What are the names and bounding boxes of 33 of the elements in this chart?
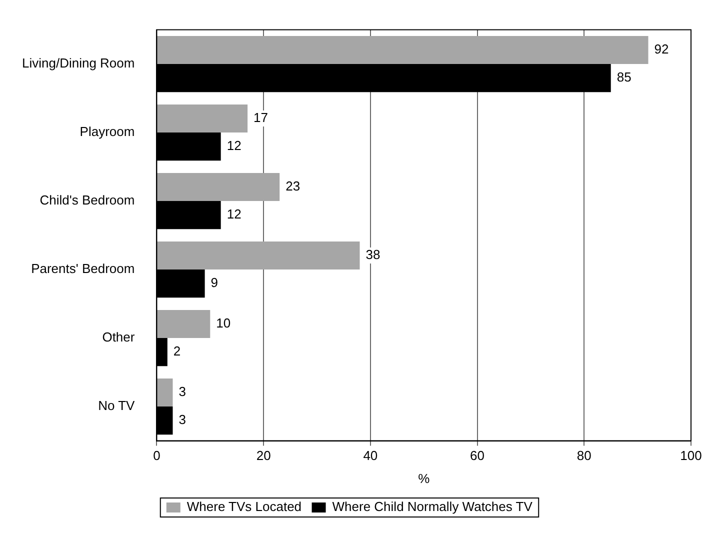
x-tick-label: 60 [470, 448, 485, 464]
y-tick-label: Living/Dining Room [22, 56, 135, 71]
bar [157, 378, 173, 407]
bar [157, 36, 648, 64]
x-axis-title: % [418, 470, 430, 486]
bar [157, 104, 248, 133]
legend-label: Where TVs Located [186, 499, 302, 514]
data-label: 3 [178, 412, 186, 428]
y-tick-label: Playroom [80, 124, 135, 140]
x-tick-label: 20 [256, 448, 271, 464]
data-label: 92 [654, 42, 669, 57]
x-tick-label: 100 [680, 448, 702, 464]
x-tick-label: 0 [153, 448, 160, 464]
y-tick-label: No TV [98, 398, 136, 414]
data-label: 12 [226, 206, 242, 222]
bar [157, 241, 360, 270]
data-label: 3 [178, 384, 186, 400]
bar [157, 172, 280, 202]
y-tick-label: Parents' Bedroom [31, 261, 135, 276]
x-tick-label: 40 [363, 448, 378, 464]
data-label: 9 [210, 275, 218, 290]
y-tick-label: Child's Bedroom [40, 192, 135, 208]
legend-label: Where Child Normally Watches TV [332, 499, 533, 514]
data-label: 17 [254, 110, 268, 126]
bar [157, 310, 210, 338]
data-label: 38 [366, 247, 380, 262]
y-tick-label: Other [102, 330, 136, 345]
data-label: 23 [286, 178, 300, 194]
x-tick-label: 80 [576, 448, 592, 464]
data-label: 12 [226, 138, 242, 154]
data-label: 2 [173, 344, 181, 359]
data-label: 10 [216, 316, 231, 331]
data-label: 85 [616, 70, 632, 85]
